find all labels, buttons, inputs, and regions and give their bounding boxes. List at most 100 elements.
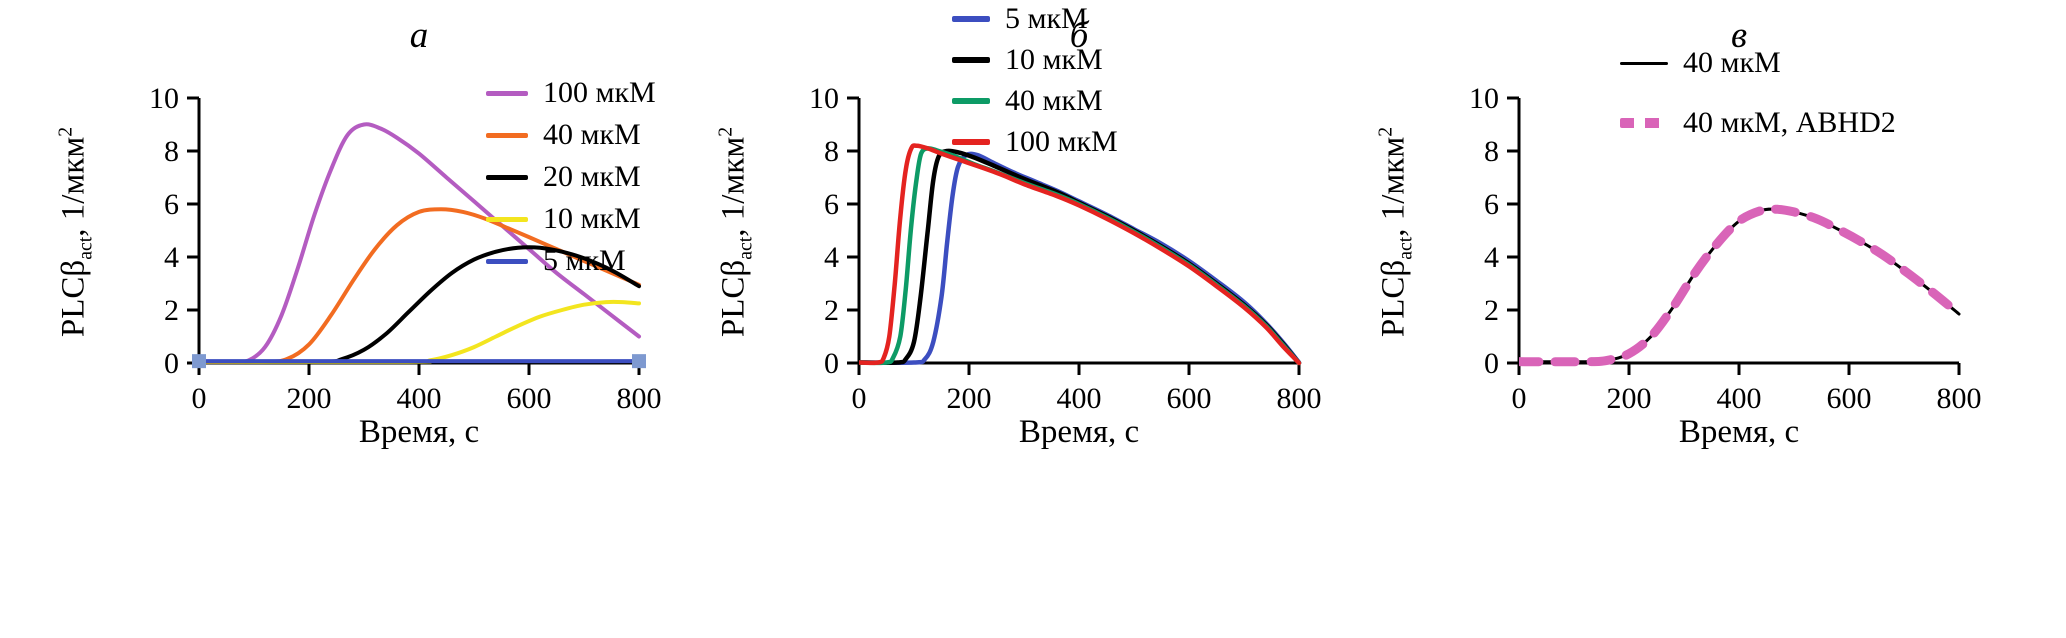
legend-swatch [486,216,528,222]
x-tick-label: 400 [1057,382,1102,415]
series-line [1519,204,1964,367]
y-axis-label-units: , 1/мкм [55,136,92,237]
legend-label: 5 мкМ [1005,2,1088,35]
panel-c: в PLCβact, 1/мкм2 0 200 400 600 800 0 2 4 6 8 10 4… [1354,0,2014,638]
series-line [199,299,641,364]
x-tick-label: 200 [947,382,992,415]
y-tick-label: 10 [1469,82,1499,115]
legend-swatch [486,174,528,180]
y-tick-label: 4 [824,241,839,274]
x-tick-label: 800 [617,382,662,415]
series-line [859,148,1302,366]
legend-label: 40 мкМ [543,118,641,151]
y-axis-label-subscript: act [734,236,757,260]
x-tick-label: 800 [1937,382,1982,415]
y-tick-label: 8 [824,135,839,168]
legend-swatch [952,16,990,22]
x-tick-label: 600 [507,382,552,415]
endpoint-marker [632,354,646,369]
y-axis-label-main: PLCβ [1375,259,1412,338]
legend-b: 5 мкМ 10 мкМ 40 мкМ 100 мкМ [952,2,1118,166]
y-tick-label: 2 [1484,294,1499,327]
legend-item: 20 мкМ [486,160,656,194]
chart-c: 0 200 400 600 800 0 2 4 6 8 10 [1469,82,1982,415]
legend-swatch [486,90,528,96]
chart-b: 0 200 400 600 800 0 2 4 6 8 10 [809,82,1322,415]
x-axis-label: Время, с [1018,414,1140,450]
legend-swatch [952,139,990,145]
legend-item: 5 мкМ [952,2,1118,36]
panel-title-b: б [1069,15,1089,56]
legend-label: 100 мкМ [1005,125,1118,158]
y-tick-label: 2 [164,294,179,327]
legend-item: 100 мкМ [952,125,1118,159]
y-tick-label: 8 [164,135,179,168]
y-tick-label: 6 [824,188,839,221]
endpoint-marker [192,354,206,369]
y-axis-label: PLCβact, 1/мкм2 [715,127,758,337]
legend-item: 100 мкМ [486,76,656,110]
series-line [199,122,641,364]
x-tick-label: 400 [1717,382,1762,415]
panel-title-c: в [1730,15,1748,56]
legend-label: 40 мкМ, ABHD2 [1683,106,1896,139]
y-tick-label: 8 [1484,135,1499,168]
legend-label: 10 мкМ [543,202,641,235]
legend-swatch [952,57,990,63]
x-axis-label: Время, с [358,414,480,450]
y-axis-label-superscript: 2 [1374,126,1397,137]
x-tick-label: 0 [192,382,207,415]
legend-label: 100 мкМ [543,76,656,109]
legend-label: 40 мкМ [1683,46,1781,79]
x-axis-label: Время, с [1678,414,1800,450]
legend-a: 100 мкМ 40 мкМ 20 мкМ 10 мкМ 5 мкМ [486,76,656,286]
x-tick-label: 400 [397,382,442,415]
legend-swatch [1620,61,1668,65]
y-tick-label: 6 [164,188,179,221]
legend-label: 5 мкМ [543,244,626,277]
y-axis-label: PLCβact, 1/мкм2 [55,127,98,337]
y-tick-label: 10 [809,82,839,115]
y-axis-label-main: PLCβ [55,259,92,338]
chart-a: 0 200 400 600 800 0 2 4 6 8 10 [149,82,662,415]
legend-item: 40 мкМ, ABHD2 [1620,106,1896,140]
y-axis-label-subscript: act [74,236,97,260]
y-tick-label: 0 [164,347,179,380]
panel-title-a: а [409,15,429,56]
y-axis-label-superscript: 2 [714,126,737,137]
x-tick-label: 800 [1277,382,1322,415]
y-tick-label: 2 [824,294,839,327]
legend-item: 5 мкМ [486,244,656,278]
legend-swatch [952,98,990,104]
y-axis-label-superscript: 2 [54,126,77,137]
series-line [199,245,641,364]
legend-item: 40 мкМ [952,84,1118,118]
y-tick-label: 4 [164,241,179,274]
x-tick-label: 0 [1512,382,1527,415]
legend-item: 10 мкМ [486,202,656,236]
y-axis-label-units: , 1/мкм [1375,136,1412,237]
y-tick-label: 4 [1484,241,1499,274]
x-tick-label: 600 [1827,382,1872,415]
legend-label: 20 мкМ [543,160,641,193]
x-tick-label: 200 [287,382,332,415]
series-line [1519,207,1961,364]
legend-item: 10 мкМ [952,43,1118,77]
legend-label: 10 мкМ [1005,43,1103,76]
legend-item: 40 мкМ [486,118,656,152]
y-tick-label: 6 [1484,188,1499,221]
series-line [859,143,1302,366]
y-tick-label: 0 [1484,347,1499,380]
legend-item: 40 мкМ [1620,46,1896,80]
x-tick-label: 600 [1167,382,1212,415]
y-tick-label: 10 [149,82,179,115]
x-tick-label: 0 [852,382,867,415]
y-axis-label-subscript: act [1394,236,1417,260]
panel-b: б PLCβact, 1/мкм2 0 200 400 600 800 0 2 4 6 8 10 5… [694,0,1354,638]
y-axis-label-units: , 1/мкм [715,136,752,237]
y-axis-label: PLCβact, 1/мкм2 [1375,127,1418,337]
legend-c: 40 мкМ 40 мкМ, ABHD2 [1620,46,1896,166]
legend-swatch [486,258,528,264]
panel-a: а PLCβact, 1/мкм2 0 200 400 600 800 0 2 4 6 8 10 1… [34,0,694,638]
